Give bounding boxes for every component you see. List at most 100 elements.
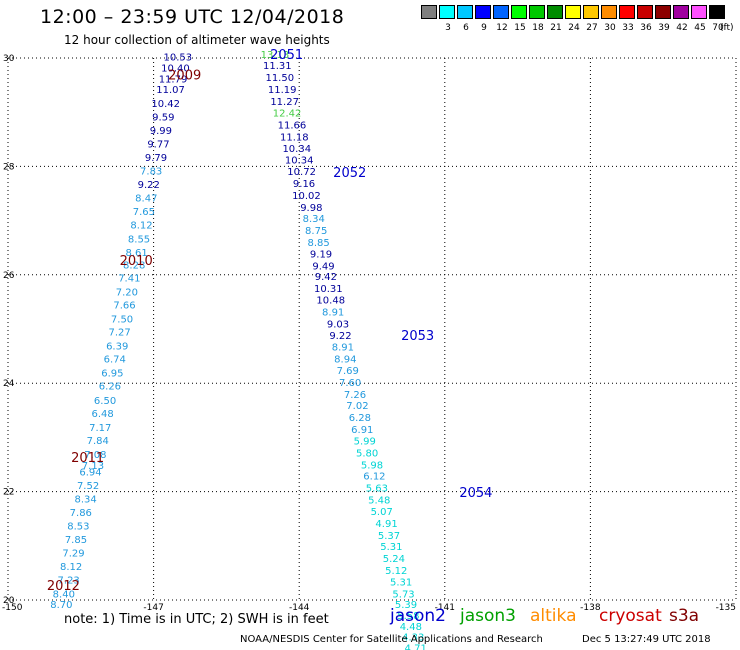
wave-height-value: 10.34 — [285, 156, 314, 167]
orbit-pass-label: 2010 — [120, 254, 153, 269]
wave-height-value: 9.16 — [293, 179, 315, 190]
color-swatch — [637, 5, 653, 19]
wave-height-value: 8.55 — [128, 234, 150, 245]
wave-height-value: 5.58 — [397, 611, 419, 622]
lat-tick-label: 30 — [3, 54, 15, 64]
orbit-pass-label: 2051 — [270, 48, 303, 63]
wave-height-value: 8.47 — [135, 194, 157, 205]
color-swatch — [493, 5, 509, 19]
legend-jason3: jason3 — [460, 606, 516, 626]
wave-height-value: 5.37 — [378, 531, 400, 542]
wave-height-value: 9.98 — [300, 203, 322, 214]
wave-height-value: 6.95 — [101, 369, 123, 380]
legend-altika: altika — [530, 606, 577, 626]
color-swatch — [475, 5, 491, 19]
color-scale-label: 15 — [514, 23, 526, 33]
wave-height-value: 5.24 — [383, 554, 405, 565]
wave-height-value: 10.31 — [314, 284, 343, 295]
wave-height-value: 7.29 — [62, 549, 84, 560]
wave-height-value: 9.19 — [310, 249, 332, 260]
wave-height-value: 8.34 — [303, 214, 325, 225]
color-swatch — [421, 5, 437, 19]
map-subtitle: 12 hour collection of altimeter wave hei… — [64, 33, 330, 47]
wave-height-value: 8.28 — [123, 260, 145, 271]
wave-height-value: 6.12 — [363, 472, 385, 483]
wave-height-value: 11.79 — [159, 74, 188, 85]
color-swatch — [655, 5, 671, 19]
wave-height-value: 6.74 — [104, 355, 126, 366]
wave-height-value: 7.17 — [89, 423, 111, 434]
wave-height-value: 11.50 — [265, 73, 294, 84]
wave-height-value: 8.91 — [322, 307, 344, 318]
wave-height-value: 10.72 — [287, 167, 316, 178]
wave-height-value: 5.73 — [392, 589, 414, 600]
lat-tick-label: 22 — [3, 488, 14, 498]
orbit-pass-label: 2009 — [168, 69, 201, 84]
wave-height-value: 7.02 — [346, 401, 368, 412]
wave-height-value: 7.41 — [118, 273, 140, 284]
orbit-pass-label: 2053 — [401, 329, 434, 344]
orbit-pass-label: 2012 — [47, 579, 80, 594]
lat-tick-label: 20 — [3, 596, 15, 606]
wave-height-value: 10.40 — [161, 64, 190, 75]
lat-tick-label: 28 — [3, 162, 15, 172]
wave-height-value: 6.48 — [92, 409, 114, 420]
wave-height-value: 7.23 — [58, 576, 80, 587]
map-title: 12:00 – 23:59 UTC 12/04/2018 — [40, 6, 345, 28]
color-swatch — [673, 5, 689, 19]
color-scale-label: 6 — [463, 23, 469, 33]
wave-height-value: 7.26 — [344, 390, 366, 401]
wave-height-value: 10.53 — [164, 53, 193, 64]
lon-tick-label: -135 — [716, 603, 736, 613]
lat-lon-grid — [7, 57, 737, 601]
color-swatch — [709, 5, 725, 19]
legend-s3a: s3a — [669, 606, 700, 626]
color-scale-label: 21 — [550, 23, 562, 33]
wave-height-value: 5.07 — [371, 507, 393, 518]
color-scale-label: 39 — [658, 23, 670, 33]
unit-label: (ft) — [720, 23, 734, 33]
wave-height-value: 6.39 — [106, 342, 128, 353]
wave-height-value: 8.61 — [125, 248, 147, 259]
wave-height-value: 8.53 — [67, 522, 89, 533]
wave-height-value: 7.86 — [70, 508, 92, 519]
orbit-pass-label: 2054 — [459, 486, 492, 501]
wave-height-value: 9.49 — [312, 261, 334, 272]
color-swatch — [439, 5, 455, 19]
color-scale-label: 42 — [676, 23, 688, 33]
color-scale-label: 33 — [622, 23, 634, 33]
wave-height-value: 10.48 — [316, 296, 345, 307]
color-swatch — [457, 5, 473, 19]
wave-height-value: 6.28 — [349, 413, 371, 424]
track-jason2: 13.1311.3111.5011.1911.2712.4211.6611.18… — [261, 50, 427, 650]
wave-height-value: 5.99 — [354, 436, 376, 447]
orbit-pass-label: 2052 — [333, 166, 366, 181]
wave-height-value: 8.91 — [332, 343, 354, 354]
color-scale-label: 24 — [568, 23, 580, 33]
wave-height-value: 5.48 — [368, 496, 390, 507]
wave-height-value: 12.42 — [273, 109, 302, 120]
wave-height-value: 11.27 — [270, 97, 299, 108]
legend-cryosat: cryosat — [599, 606, 662, 626]
lat-tick-label: 24 — [3, 379, 15, 389]
lon-tick-label: -147 — [143, 603, 163, 613]
color-scale-label: 27 — [586, 23, 598, 33]
wave-height-value: 7.85 — [65, 535, 87, 546]
wave-height-value: 7.66 — [113, 300, 135, 311]
color-scale-label: 9 — [481, 23, 487, 33]
wave-height-value: 7.60 — [339, 378, 361, 389]
color-swatch — [691, 5, 707, 19]
wave-height-value: 7.65 — [133, 207, 155, 218]
wave-height-value: 9.99 — [150, 126, 172, 137]
wave-height-value: 8.12 — [60, 562, 82, 573]
wave-height-value: 4.48 — [400, 622, 422, 633]
color-scale-label: 45 — [694, 23, 706, 33]
lon-tick-label: -141 — [435, 603, 455, 613]
wave-height-value: 9.79 — [145, 153, 167, 164]
wave-height-value: 7.08 — [84, 450, 106, 461]
color-swatch — [547, 5, 563, 19]
wave-height-value: 7.50 — [111, 314, 133, 325]
